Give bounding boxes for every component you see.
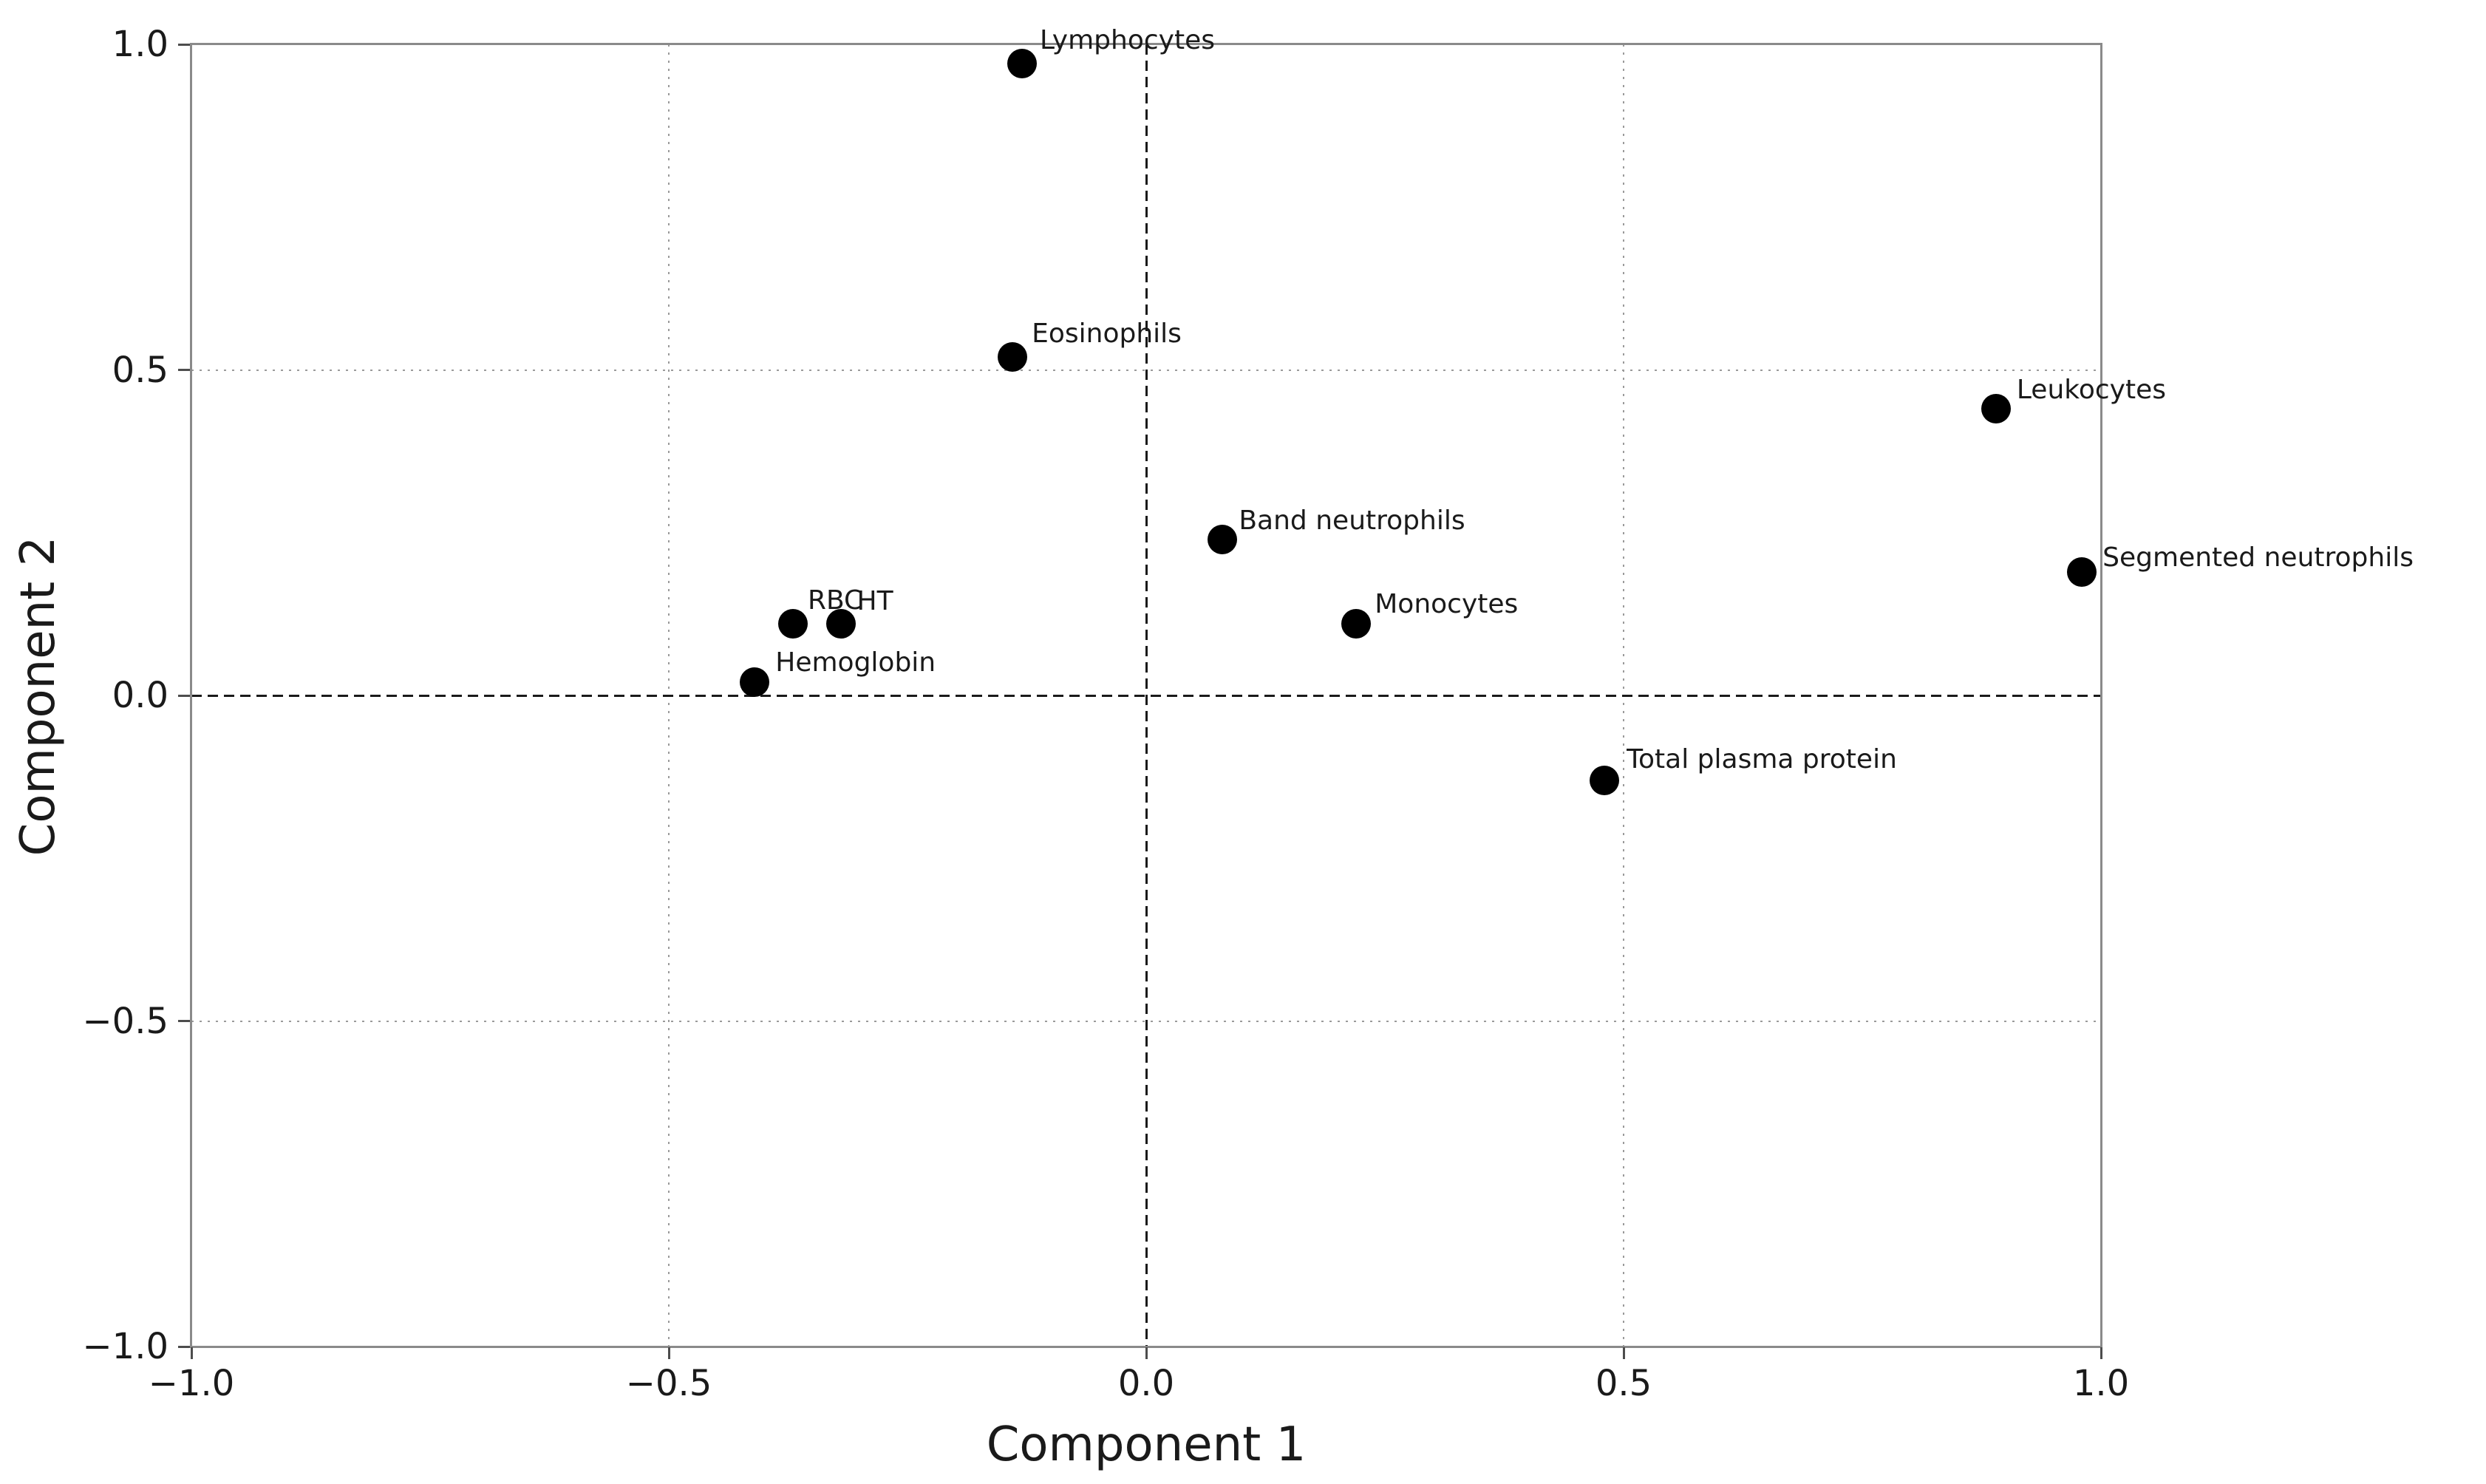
left-spine [190, 44, 192, 1347]
data-point-leukocytes [1981, 394, 2011, 424]
data-point-band-neutrophils [1208, 524, 1238, 554]
x-tick-label-−1.0: −1.0 [148, 1363, 235, 1404]
y-tick-label-0.0: 0.0 [112, 675, 168, 716]
y-tick-−0.5 [178, 1020, 190, 1022]
y-tick-label-0.5: 0.5 [112, 349, 168, 391]
x-tick-0.0 [1145, 1347, 1148, 1359]
top-spine [190, 43, 2102, 45]
point-label-segmented-neutrophils: Segmented neutrophils [2102, 542, 2414, 573]
y-tick-0.0 [178, 694, 190, 697]
y-tick-−1.0 [178, 1345, 190, 1348]
point-label-hemoglobin: Hemoglobin [775, 647, 936, 678]
y-tick-label-1.0: 1.0 [112, 24, 168, 65]
x-axis-label: Component 1 [986, 1417, 1307, 1472]
x-tick-1.0 [2100, 1347, 2102, 1359]
data-point-rbc [777, 609, 808, 639]
data-point-segmented-neutrophils [2067, 556, 2097, 587]
y-tick-1.0 [178, 43, 190, 46]
data-point-lymphocytes [1007, 49, 1038, 79]
data-point-ht [825, 609, 856, 639]
data-point-total-plasma-protein [1590, 765, 1620, 795]
x-tick-label-0.5: 0.5 [1595, 1363, 1652, 1404]
point-label-eosinophils: Eosinophils [1032, 318, 1182, 349]
data-point-eosinophils [998, 341, 1028, 372]
y-tick-label-−1.0: −1.0 [82, 1326, 168, 1367]
zero-line-horizontal [191, 694, 2101, 697]
bottom-spine [190, 1346, 2102, 1348]
data-point-monocytes [1341, 609, 1372, 639]
x-tick-0.5 [1622, 1347, 1625, 1359]
point-label-total-plasma-protein: Total plasma protein [1627, 743, 1897, 775]
x-tick-label-−0.5: −0.5 [625, 1363, 712, 1404]
point-label-ht: HT [857, 586, 893, 617]
point-label-leukocytes: Leukocytes [2016, 375, 2166, 406]
y-tick-label-−0.5: −0.5 [82, 1000, 168, 1042]
y-tick-0.5 [178, 369, 190, 371]
x-tick-−1.0 [190, 1347, 193, 1359]
x-tick-−0.5 [667, 1347, 670, 1359]
x-tick-label-0.0: 0.0 [1117, 1363, 1175, 1404]
point-label-lymphocytes: Lymphocytes [1040, 25, 1215, 56]
data-point-hemoglobin [740, 667, 770, 698]
point-label-band-neutrophils: Band neutrophils [1239, 505, 1465, 536]
x-tick-label-1.0: 1.0 [2072, 1363, 2130, 1404]
right-spine [2100, 44, 2102, 1347]
point-label-monocytes: Monocytes [1375, 589, 1519, 620]
